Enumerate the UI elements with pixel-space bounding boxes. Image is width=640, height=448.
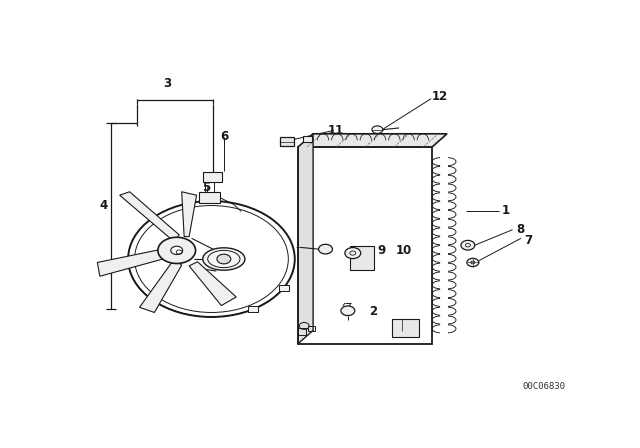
Text: 6: 6	[220, 130, 228, 143]
Text: 12: 12	[432, 90, 449, 103]
Text: 8: 8	[516, 223, 525, 236]
Bar	[278, 285, 289, 291]
Bar	[248, 306, 258, 312]
Bar	[303, 136, 312, 142]
Text: 4: 4	[100, 199, 108, 212]
Bar	[203, 172, 222, 182]
Bar	[298, 328, 306, 335]
Text: 9: 9	[378, 244, 386, 257]
Bar	[392, 319, 419, 336]
Bar	[199, 192, 220, 203]
Circle shape	[171, 246, 182, 254]
Bar	[280, 137, 294, 146]
Text: 11: 11	[328, 124, 344, 137]
Circle shape	[372, 126, 383, 134]
Text: 5: 5	[202, 181, 211, 194]
Bar	[350, 246, 374, 270]
Text: 00C06830: 00C06830	[522, 382, 565, 391]
Circle shape	[345, 248, 361, 258]
Polygon shape	[189, 262, 236, 306]
Text: 1: 1	[502, 204, 509, 217]
Text: 2: 2	[369, 305, 378, 318]
Text: 10: 10	[396, 244, 412, 257]
Polygon shape	[120, 192, 179, 242]
Circle shape	[467, 258, 479, 267]
Ellipse shape	[203, 248, 245, 270]
Polygon shape	[140, 259, 182, 313]
Polygon shape	[298, 134, 447, 147]
Polygon shape	[298, 134, 313, 344]
Bar	[308, 326, 315, 332]
Circle shape	[341, 306, 355, 315]
Text: 3: 3	[163, 77, 171, 90]
Polygon shape	[182, 192, 196, 237]
Polygon shape	[97, 248, 169, 276]
Circle shape	[461, 241, 475, 250]
Circle shape	[217, 254, 231, 264]
Text: 7: 7	[524, 233, 532, 246]
Circle shape	[158, 237, 196, 263]
Circle shape	[319, 244, 332, 254]
Bar	[298, 147, 432, 344]
